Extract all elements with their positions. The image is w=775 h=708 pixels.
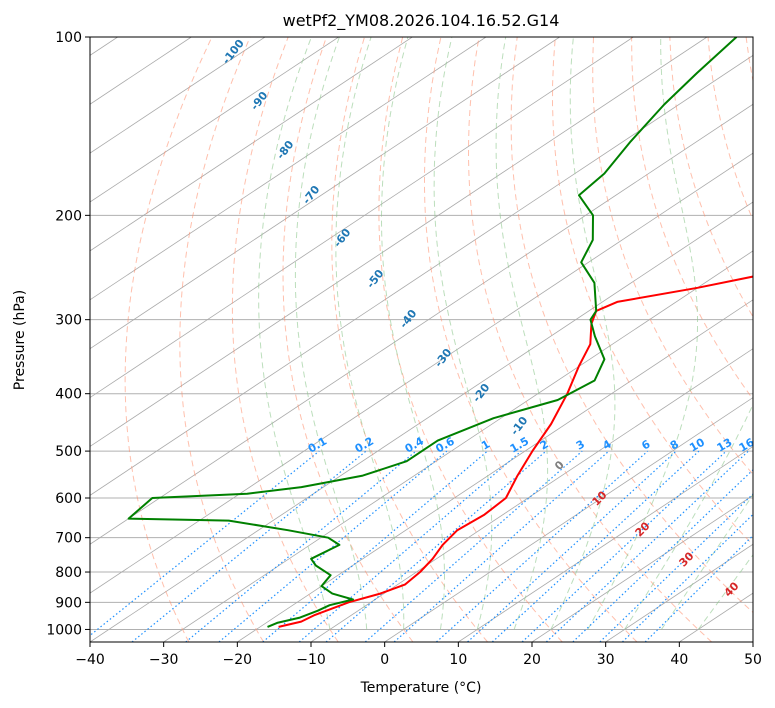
mixing-ratio-line [185,450,417,642]
mixing-ratio-line [436,450,649,642]
y-tick-label: 800 [55,565,82,581]
moist-adiabat [381,37,445,630]
isotherm-gridline [237,299,753,642]
isotherm-gridline [90,37,487,301]
y-tick-label: 200 [55,208,82,224]
mixing-ratio-line [262,450,488,642]
isotherm-gridline [310,348,753,642]
y-tick-label: 900 [55,595,82,611]
moist-adiabat [294,37,368,630]
isotherm-gridline [90,37,708,447]
isotherm-gridline [90,152,753,594]
dry-adiabat [424,37,638,642]
y-tick-label: 400 [55,387,82,403]
x-tick-label: −20 [223,652,253,668]
isotherm-gridline [90,37,266,154]
moist-adiabat [661,493,753,630]
x-tick-label: −40 [75,652,105,668]
isotherm-gridline [90,54,753,496]
y-tick-label: 500 [55,444,82,460]
dry-adiabat [124,37,213,642]
mixing-ratio-line [521,450,727,642]
y-tick-label: 100 [55,30,82,46]
mixing-ratio-line [364,450,583,642]
mixing-ratio-line [298,450,522,642]
isotherm-gridline [384,397,753,642]
x-tick-label: 20 [523,652,541,668]
moist-adiabat [433,37,493,630]
moist-adiabat [495,37,549,630]
moist-adiabats [258,37,753,630]
mixing-ratio-line [491,450,700,642]
mixing-ratio-line [218,450,448,642]
sounding-series [127,37,753,628]
isotherm-gridline [90,37,339,203]
x-axis-label: Temperature (°C) [360,680,482,696]
dewpoint-profile [127,37,738,628]
gridlines [90,37,753,642]
dry-adiabats [124,37,753,642]
dry-adiabat [467,37,713,642]
moist-adiabat [335,37,405,630]
y-tick-label: 600 [55,491,82,507]
mixing-ratio-label: 16 [737,435,757,454]
chart-title: wetPf2_YM08.2026.104.16.52.G14 [283,11,560,31]
isotherm-gridline [90,201,753,642]
dry-adiabat [631,37,753,401]
moist-adiabat [550,37,616,630]
isotherm-gridline [163,250,753,642]
mixing-ratio-line [90,450,320,637]
moist-adiabat [258,37,331,630]
temperature-profile [278,275,753,628]
x-tick-label: 40 [670,652,688,668]
x-tick-label: 30 [597,652,615,668]
x-tick-label: 50 [744,652,762,668]
mixing-ratio-line [325,450,547,642]
y-tick-label: 700 [55,531,82,547]
x-axis-ticks: −40 −30 −20 −10 0 10 20 30 40 50 [75,642,762,668]
isotherm-gridline [90,37,560,350]
y-tick-label: 300 [55,313,82,329]
moist-adiabat [697,554,753,630]
dry-adiabat [331,37,488,642]
isotherm-gridline [531,494,753,642]
y-tick-label: 1000 [46,622,82,638]
dry-adiabat [282,37,414,642]
dry-adiabat [510,37,753,614]
y-axis-label: Pressure (hPa) [12,290,28,390]
x-tick-label: −30 [149,652,179,668]
plot-area: 0.10.20.40.611.52346810131620253036-100-… [90,37,757,642]
mixing-ratio-line [599,493,753,642]
isotherm-gridline [458,445,753,642]
plot-frame [89,36,754,643]
mixing-ratio-lines [90,450,753,642]
dry-adiabat [231,37,339,642]
moist-adiabat [587,37,698,630]
isotherm-gridline [90,103,753,545]
mixing-ratio-line [644,534,753,642]
mixing-ratio-line [467,450,677,642]
x-tick-label: −10 [296,652,326,668]
dry-adiabat [551,37,753,546]
isotherm-gridline [90,37,634,399]
dry-adiabat [378,37,563,642]
x-tick-label: 10 [449,652,467,668]
mixing-ratio-line [621,513,753,642]
y-axis-ticks: 100 200 300 400 500 600 700 800 900 1000 [46,30,90,638]
x-tick-label: 0 [380,652,389,668]
isotherm-gridline [90,37,413,252]
